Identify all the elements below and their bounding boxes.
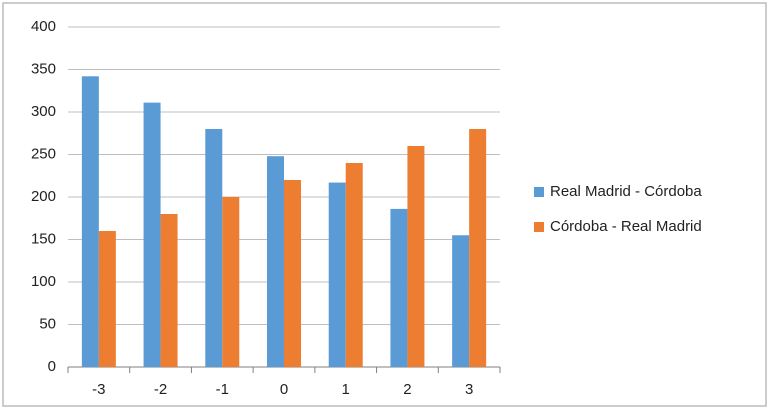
x-tick-label: -3 (92, 381, 105, 398)
bar (284, 180, 301, 367)
legend-label: Real Madrid - Córdoba (550, 183, 702, 200)
bar (222, 197, 240, 367)
x-tick-label: -1 (216, 381, 229, 398)
x-tick-label: 3 (465, 381, 473, 398)
bar (407, 146, 425, 367)
y-tick-label: 0 (48, 358, 56, 375)
y-tick-label: 150 (31, 230, 56, 247)
bar (160, 214, 178, 367)
y-tick-label: 200 (31, 188, 56, 205)
y-tick-label: 350 (31, 60, 56, 77)
y-tick-label: 100 (31, 273, 56, 290)
y-tick-label: 250 (31, 145, 56, 162)
bar (267, 156, 284, 367)
legend-swatch (534, 222, 544, 232)
bar (390, 208, 408, 367)
bar (452, 235, 470, 367)
x-tick-label: 1 (342, 381, 350, 398)
y-tick-label: 300 (31, 103, 56, 120)
bar (143, 102, 161, 368)
legend-swatch (534, 187, 544, 197)
bar (98, 231, 116, 367)
bar (81, 76, 99, 368)
bar (469, 129, 487, 367)
bar (345, 163, 363, 367)
bar (328, 182, 346, 367)
bar (205, 129, 223, 367)
x-tick-label: -2 (154, 381, 167, 398)
legend-label: Córdoba - Real Madrid (550, 218, 702, 235)
x-tick-label: 2 (403, 381, 411, 398)
y-tick-label: 50 (39, 315, 56, 332)
x-tick-label: 0 (280, 381, 288, 398)
y-tick-label: 400 (31, 18, 56, 35)
